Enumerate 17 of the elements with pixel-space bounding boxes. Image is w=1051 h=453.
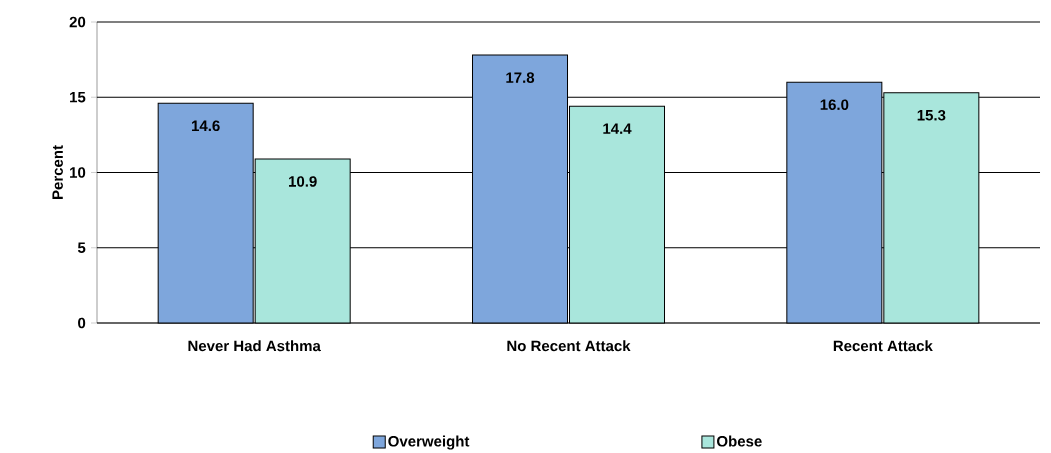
data-label: 14.4: [603, 123, 632, 134]
data-label: 10.9: [289, 176, 317, 187]
data-label: 14.6: [192, 120, 220, 132]
y-tick-label: 15: [70, 92, 86, 103]
y-tick-label: 0: [78, 317, 86, 329]
y-tick-label: 5: [77, 242, 86, 253]
data-label: 16.0: [820, 99, 849, 111]
legend-label: Obese: [717, 435, 762, 447]
y-tick-label: 20: [69, 16, 86, 28]
y-tick-label: 10: [70, 167, 86, 178]
data-label: 15.3: [917, 109, 946, 121]
x-tick-label: No Recent Attack: [507, 340, 631, 352]
y-axis-title: Percent: [52, 145, 63, 200]
x-tick-label: Never Had Asthma: [188, 340, 321, 352]
legend-label: Overweight: [388, 435, 470, 450]
data-label: 17.8: [506, 72, 535, 83]
x-tick-label: Recent Attack: [833, 340, 933, 352]
